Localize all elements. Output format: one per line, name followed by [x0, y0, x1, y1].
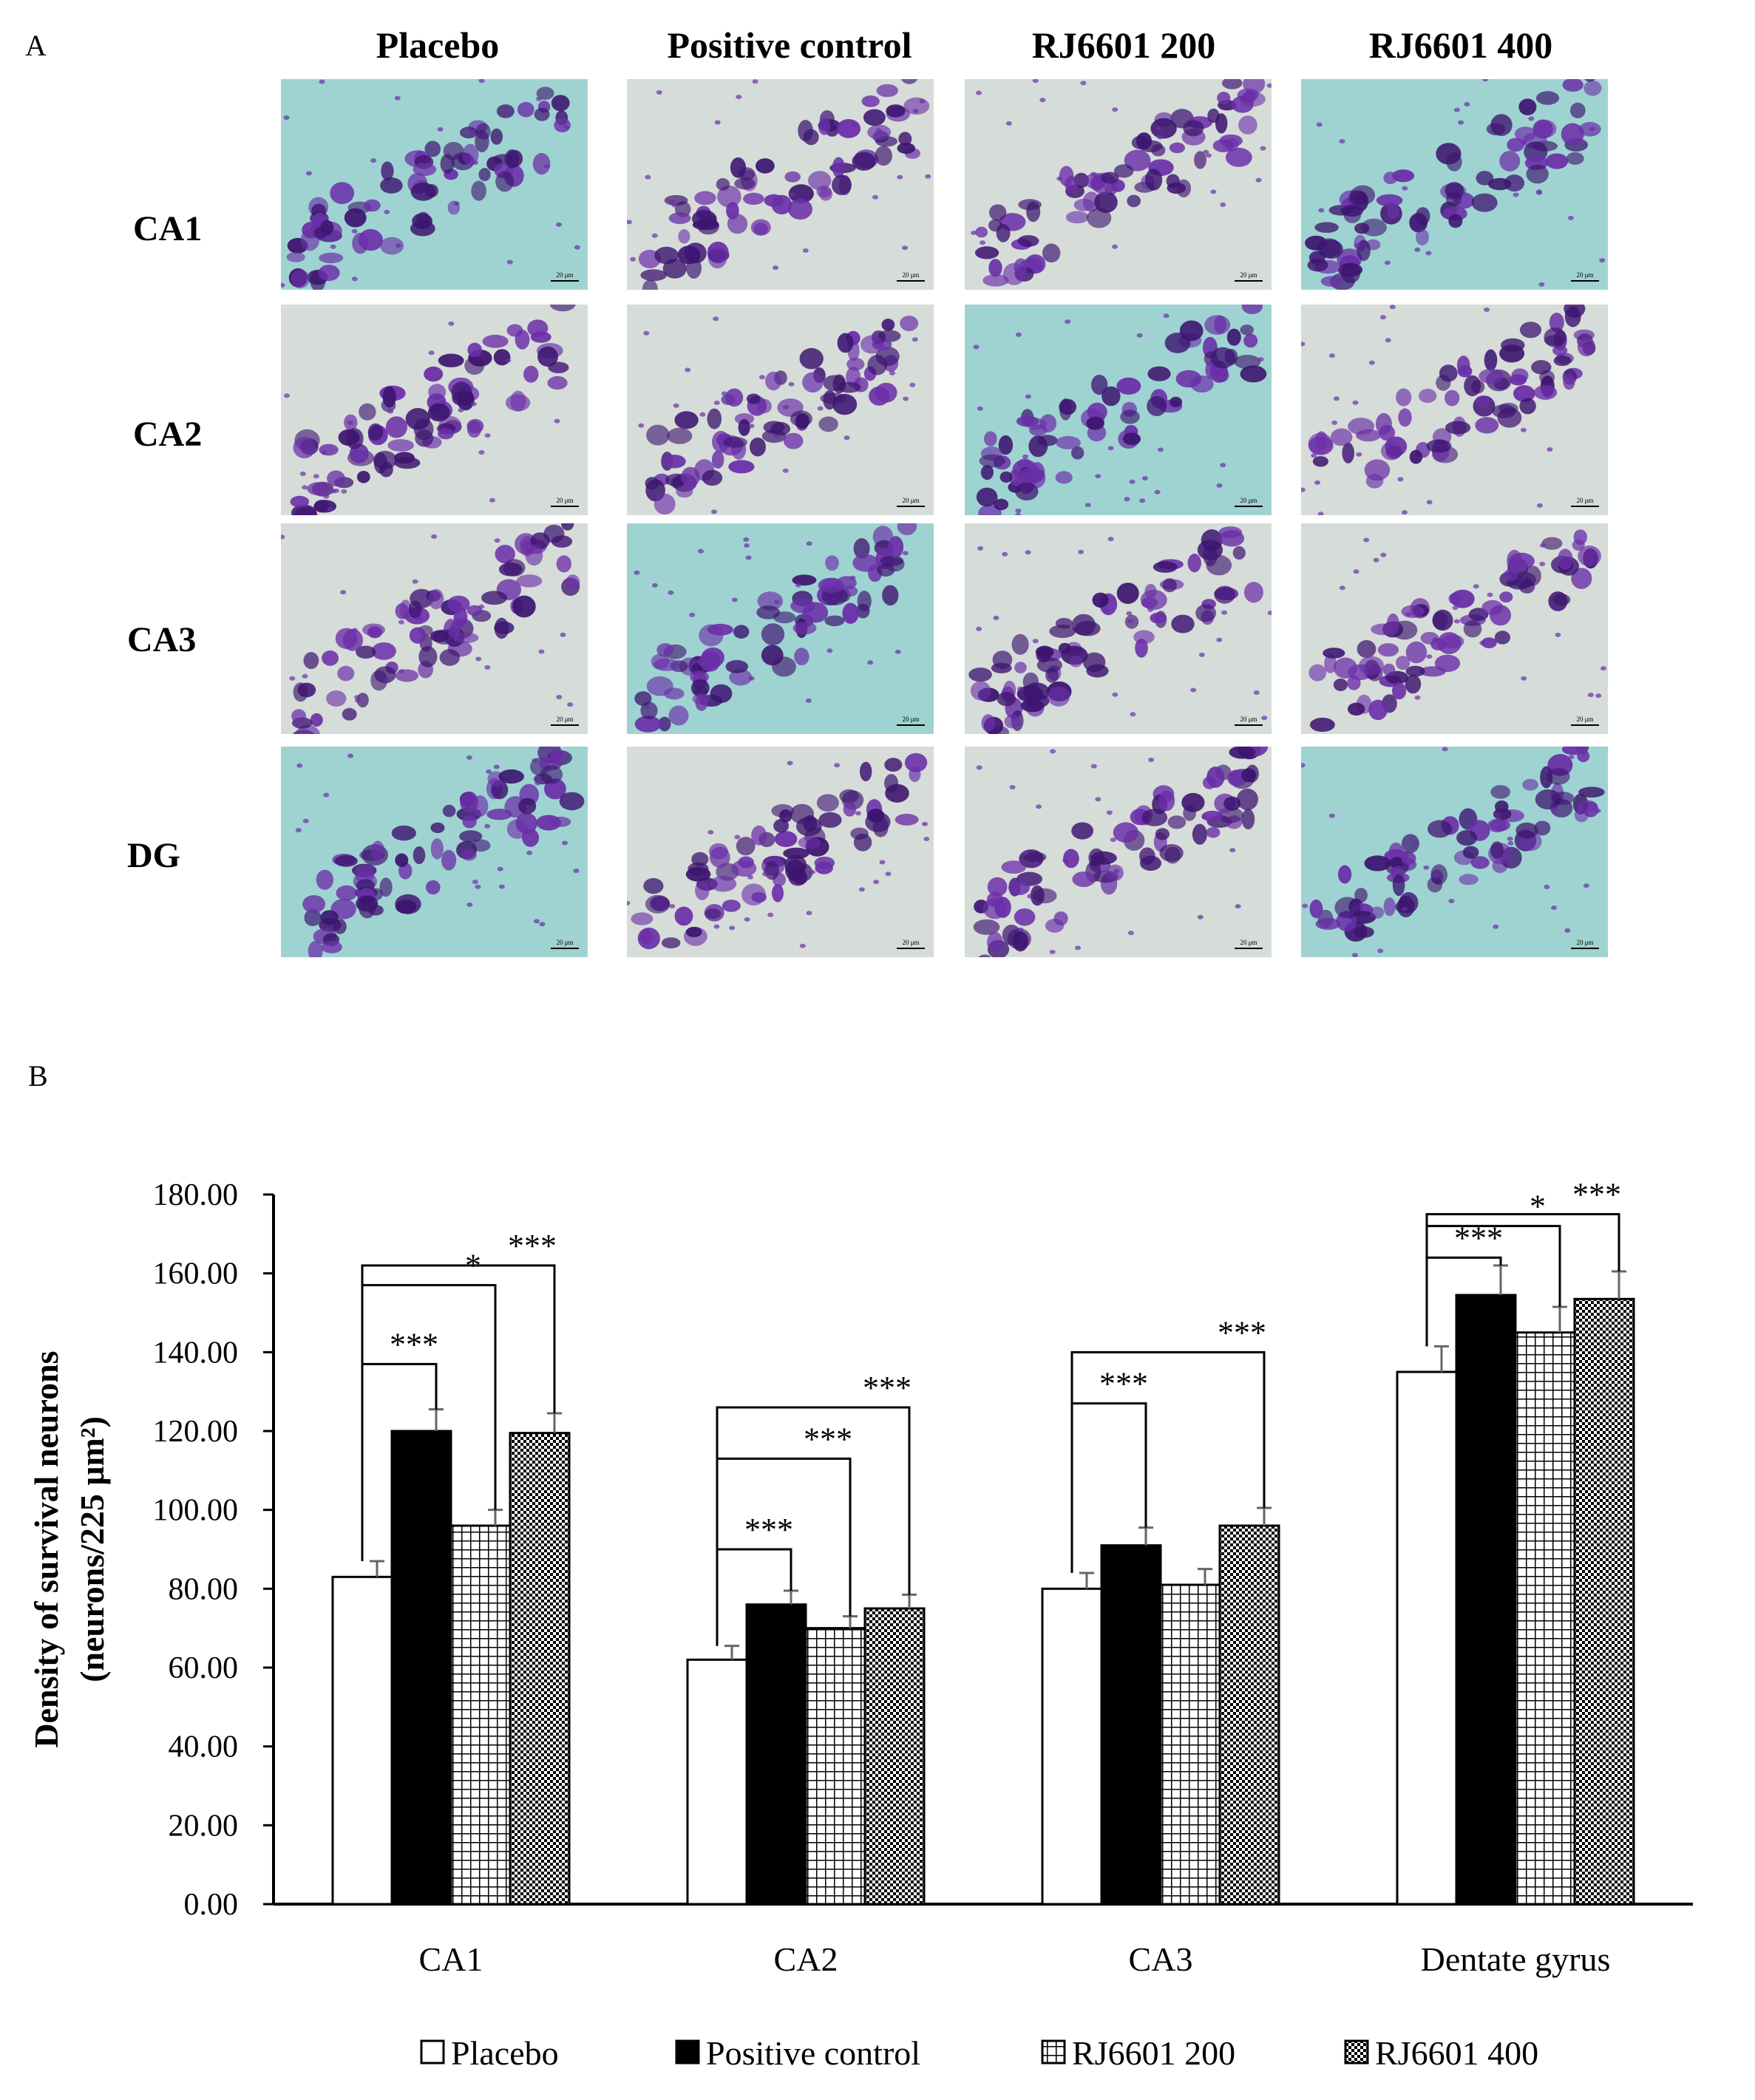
y-axis-title: Density of survival neurons: [27, 1350, 65, 1747]
x-tick-label: CA3: [1129, 1940, 1193, 1978]
row-header-dg: DG: [127, 836, 180, 875]
x-tick-label: CA1: [419, 1940, 483, 1978]
scale-bar-label: 20 μm: [902, 939, 919, 946]
scale-bar-label: 20 μm: [1576, 497, 1593, 504]
legend-label-0: Placebo: [451, 2034, 559, 2072]
column-header-placebo: Placebo: [376, 24, 500, 66]
scale-bar-label: 20 μm: [556, 939, 573, 946]
significance-label: ***: [804, 1421, 852, 1457]
row-header-ca3: CA3: [127, 620, 197, 659]
significance-bracket: [1070, 1350, 1266, 1573]
bar-ca3-3: [1218, 1524, 1280, 1906]
y-tick-label: 120.00: [153, 1415, 239, 1449]
bar-ca2-2: [804, 1627, 866, 1906]
micrograph-ca3-1: 20 μm: [627, 523, 934, 734]
micrograph-ca2-0: 20 μm: [281, 305, 588, 515]
significance-label: ***: [863, 1370, 912, 1406]
y-tick-label: 0.00: [184, 1888, 239, 1922]
y-tick-label: 40.00: [169, 1730, 239, 1764]
panel-a-label: A: [25, 29, 47, 62]
micrograph-ca2-3: 20 μm: [1301, 305, 1608, 515]
y-tick-label: 180.00: [153, 1178, 239, 1212]
micrograph-ca2-1: 20 μm: [627, 305, 934, 515]
significance-label: ***: [508, 1228, 557, 1264]
significance-bracket: [716, 1406, 911, 1646]
column-header-positive-control: Positive control: [667, 24, 912, 66]
y-tick-label: 60.00: [169, 1651, 239, 1685]
bar-ca3-0: [1041, 1587, 1103, 1906]
bar-ca3-2: [1159, 1583, 1221, 1906]
bar-dentate-gyrus-1: [1455, 1294, 1517, 1906]
micrograph-dg-1: 20 μm: [627, 747, 934, 957]
y-tick-label: 80.00: [169, 1572, 239, 1606]
scale-bar-label: 20 μm: [902, 716, 919, 723]
scale-bar-label: 20 μm: [1576, 716, 1593, 723]
y-tick-label: 20.00: [169, 1809, 239, 1843]
row-header-ca1: CA1: [133, 209, 203, 248]
legend-label-2: RJ6601 200: [1072, 2034, 1235, 2072]
bar-ca2-3: [863, 1607, 926, 1906]
micrograph-dg-0: 20 μm: [281, 747, 588, 957]
row-header-ca2: CA2: [133, 415, 203, 454]
panel-b-label: B: [28, 1059, 48, 1093]
significance-label: ***: [744, 1512, 793, 1548]
bar-dentate-gyrus-2: [1514, 1331, 1576, 1906]
scale-bar-label: 20 μm: [1576, 939, 1593, 946]
column-header-rj6601-200: RJ6601 200: [1031, 24, 1216, 66]
bar-ca1-1: [390, 1430, 452, 1906]
legend-swatch-2: [1041, 2039, 1066, 2065]
scale-bar-label: 20 μm: [556, 271, 573, 279]
legend-label-1: Positive control: [706, 2034, 920, 2072]
micrograph-ca3-2: 20 μm: [965, 523, 1272, 734]
bar-ca1-3: [509, 1432, 571, 1906]
column-header-rj6601-400: RJ6601 400: [1368, 24, 1553, 66]
bar-ca3-1: [1100, 1544, 1162, 1906]
micrograph-dg-2: 20 μm: [965, 747, 1272, 957]
significance-bracket: [1425, 1213, 1620, 1347]
scale-bar-label: 20 μm: [1240, 497, 1257, 504]
bar-chart: 0.00 20.00 40.00 60.00 80.00 100.00 120.00 140.…: [27, 1177, 1693, 2072]
y-axis-title-units: (neurons/225 μm²): [73, 1416, 111, 1682]
scale-bar-label: 20 μm: [902, 497, 919, 504]
y-tick-label: 140.00: [153, 1336, 239, 1370]
y-tick-label: 100.00: [153, 1494, 239, 1528]
bar-ca1-2: [449, 1524, 512, 1906]
micrograph-ca1-2: 20 μm: [965, 79, 1272, 290]
bar-ca2-1: [745, 1603, 807, 1906]
micrograph-ca1-1: 20 μm: [627, 79, 934, 290]
micrograph-ca1-0: 20 μm: [281, 79, 588, 290]
micrograph-ca2-2: 20 μm: [965, 305, 1272, 515]
bar-ca1-0: [331, 1575, 393, 1906]
micrograph-ca1-3: 20 μm: [1301, 79, 1608, 290]
significance-label: ***: [390, 1326, 438, 1362]
micrograph-dg-3: 20 μm: [1301, 747, 1608, 957]
scale-bar-label: 20 μm: [1240, 716, 1257, 723]
significance-bracket: [361, 1264, 556, 1561]
y-tick-label: 160.00: [153, 1257, 239, 1291]
bar-ca2-0: [686, 1658, 748, 1906]
scale-bar-label: 20 μm: [902, 271, 919, 279]
scale-bar-label: 20 μm: [1240, 939, 1257, 946]
legend-swatch-0: [420, 2039, 445, 2065]
significance-label: *: [1530, 1189, 1546, 1225]
bar-dentate-gyrus-3: [1573, 1297, 1635, 1906]
legend-label-3: RJ6601 400: [1375, 2034, 1538, 2072]
scale-bar-label: 20 μm: [1240, 271, 1257, 279]
micrograph-ca3-0: 20 μm: [281, 523, 588, 734]
micrograph-ca3-3: 20 μm: [1301, 523, 1608, 734]
legend-swatch-3: [1344, 2039, 1369, 2065]
significance-label: ***: [1218, 1314, 1266, 1350]
scale-bar-label: 20 μm: [1576, 271, 1593, 279]
scale-bar-label: 20 μm: [556, 716, 573, 723]
x-tick-label: Dentate gyrus: [1421, 1940, 1611, 1978]
x-tick-label: CA2: [774, 1940, 838, 1978]
significance-label: ***: [1572, 1177, 1621, 1213]
scale-bar-label: 20 μm: [556, 497, 573, 504]
legend-swatch-1: [675, 2039, 700, 2065]
significance-label: ***: [1099, 1366, 1148, 1402]
bar-dentate-gyrus-0: [1396, 1370, 1458, 1906]
